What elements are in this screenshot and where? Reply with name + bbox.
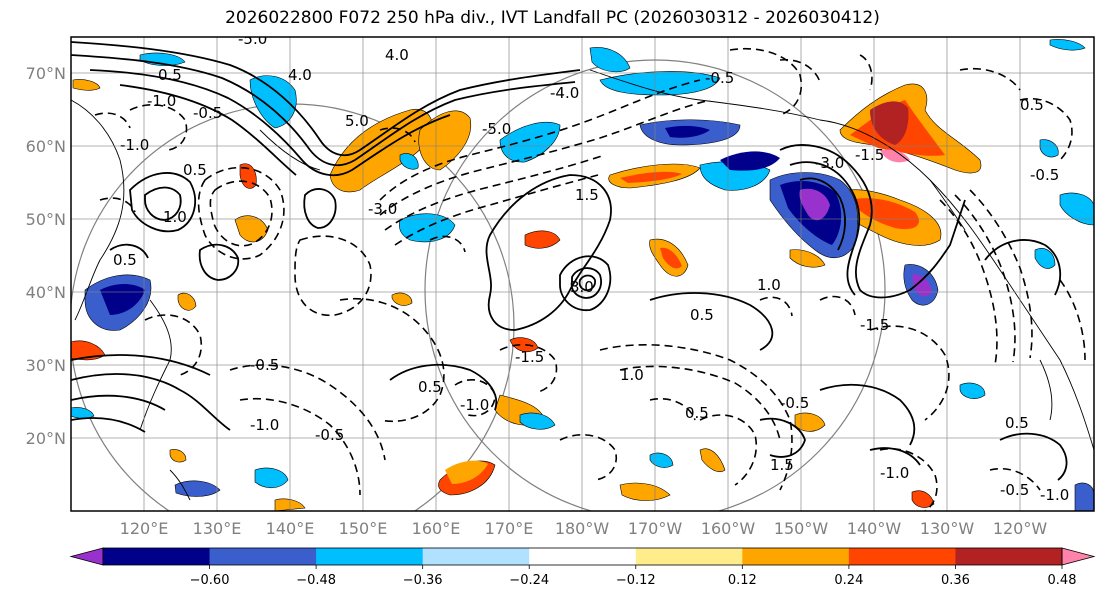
map-title: 2026022800 F072 250 hPa div., IVT Landfa… xyxy=(225,8,880,28)
contour-label: -1.5 xyxy=(855,146,884,164)
colorbar-segment xyxy=(955,548,1063,565)
contour-label: -4.0 xyxy=(550,84,579,102)
contour-label: -0.5 xyxy=(705,69,734,87)
contour-label: -3.0 xyxy=(368,200,397,218)
lat-label: 30°N xyxy=(26,356,66,375)
contour-label: 0.5 xyxy=(690,306,714,324)
lon-label: 120°W xyxy=(993,519,1048,538)
colorbar-segment xyxy=(848,548,956,565)
negative-divergence-shading xyxy=(71,39,1094,511)
contour-label: -0.5 xyxy=(193,104,222,122)
lat-label: 20°N xyxy=(26,429,66,448)
colorbar-segment xyxy=(316,548,424,565)
colorbar-segment xyxy=(529,548,637,565)
lon-label: 130°W xyxy=(920,519,975,538)
colorbar-tick-label: 0.12 xyxy=(728,573,757,588)
contour-label: 4.0 xyxy=(288,66,312,84)
colorbar-tick-label: 0.48 xyxy=(1048,573,1077,588)
contour-label: 1.5 xyxy=(770,456,794,474)
contour-label: 1.5 xyxy=(575,186,599,204)
colorbar-tick-label: −0.36 xyxy=(403,573,443,588)
lon-label: 180°W xyxy=(555,519,610,538)
negative-contours xyxy=(94,47,1086,511)
map-content: -5.0 4.0 5.0 -1.0 -0.5 0.5 -4.0 -5.0 4.0… xyxy=(71,30,1094,511)
contour-label: -1.5 xyxy=(860,316,889,334)
colorbar-tick-label: 0.36 xyxy=(941,573,970,588)
contour-label: 0.5 xyxy=(183,161,207,179)
colorbar-border xyxy=(102,547,1063,566)
contour-label: 0.5 xyxy=(158,66,182,84)
graticule xyxy=(71,37,1094,511)
contour-label: -1.0 xyxy=(120,136,149,154)
map-frame xyxy=(70,36,1095,512)
contour-label: -1.0 xyxy=(147,92,176,110)
map-background xyxy=(71,37,1094,511)
lon-label: 150°W xyxy=(774,519,829,538)
contour-label: -1.0 xyxy=(1040,486,1069,504)
contour-label: -1.0 xyxy=(880,464,909,482)
lon-label: 140°E xyxy=(266,519,315,538)
lat-label: 60°N xyxy=(26,137,66,156)
positive-divergence-shading xyxy=(71,79,982,511)
contour-label: 5.0 xyxy=(345,112,369,130)
contour-label: -0.5 xyxy=(315,426,344,444)
longitude-labels: 120°E 130°E 140°E 150°E 160°E 170°E 180°… xyxy=(120,519,1048,538)
lon-label: 150°E xyxy=(339,519,388,538)
colorbar-segment xyxy=(635,548,743,565)
lon-label: 140°W xyxy=(847,519,902,538)
contour-label: -1.0 xyxy=(460,396,489,414)
contour-label: 0.5 xyxy=(685,404,709,422)
contour-label: 1.0 xyxy=(163,208,187,226)
colorbar-arrow-low xyxy=(69,547,104,566)
lon-label: 160°E xyxy=(412,519,461,538)
contour-label: -3.0 xyxy=(815,154,844,172)
lon-label: 170°E xyxy=(485,519,534,538)
contour-label: -0.5 xyxy=(1000,481,1029,499)
lon-label: 130°E xyxy=(193,519,242,538)
colorbar-arrow-high xyxy=(1061,547,1096,566)
contour-label: 3.0 xyxy=(570,278,594,296)
colorbar: −0.60 −0.48 −0.36 −0.24 −0.12 0.12 0.24 0.36 0.4… xyxy=(69,547,1096,588)
contour-label: -5.0 xyxy=(238,30,267,48)
contour-labels: -5.0 4.0 5.0 -1.0 -0.5 0.5 -4.0 -5.0 4.0… xyxy=(113,30,1069,504)
colorbar-tick-label: −0.60 xyxy=(190,573,230,588)
contour-label: 1.0 xyxy=(757,276,781,294)
contour-label: 4.0 xyxy=(385,46,409,64)
latitude-labels: 70°N 60°N 50°N 40°N 30°N 20°N xyxy=(26,64,66,448)
colorbar-segment xyxy=(103,548,211,565)
contour-label: 1.0 xyxy=(620,366,644,384)
contour-label: 0.5 xyxy=(113,251,137,269)
contour-label: -5.0 xyxy=(482,120,511,138)
lon-label: 120°E xyxy=(120,519,169,538)
colorbar-segment xyxy=(422,548,530,565)
contour-label: -1.5 xyxy=(515,348,544,366)
lat-label: 40°N xyxy=(26,283,66,302)
colorbar-tick-label: −0.48 xyxy=(296,573,336,588)
positive-contours xyxy=(71,41,1068,481)
contour-label: -0.5 xyxy=(250,356,279,374)
lon-label: 160°W xyxy=(701,519,756,538)
lon-label: 170°W xyxy=(628,519,683,538)
lat-label: 50°N xyxy=(26,210,66,229)
contour-label: -1.0 xyxy=(250,416,279,434)
contour-label: 0.5 xyxy=(1020,96,1044,114)
contour-label: 0.5 xyxy=(418,378,442,396)
colorbar-segment xyxy=(209,548,317,565)
contour-label: 0.5 xyxy=(1005,414,1029,432)
colorbar-tick-label: −0.12 xyxy=(616,573,656,588)
colorbar-segment xyxy=(742,548,850,565)
contour-label: -0.5 xyxy=(1030,166,1059,184)
colorbar-tick-label: −0.24 xyxy=(509,573,549,588)
lat-label: 70°N xyxy=(26,64,66,83)
contour-label: -0.5 xyxy=(780,394,809,412)
colorbar-tick-label: 0.24 xyxy=(834,573,863,588)
